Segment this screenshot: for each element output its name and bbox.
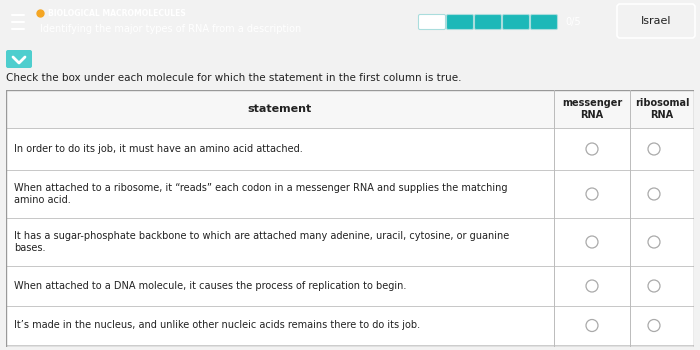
FancyBboxPatch shape xyxy=(6,170,694,218)
Text: Identifying the major types of RNA from a description: Identifying the major types of RNA from … xyxy=(40,24,301,34)
FancyBboxPatch shape xyxy=(447,14,473,29)
FancyBboxPatch shape xyxy=(531,14,557,29)
FancyBboxPatch shape xyxy=(6,306,694,345)
FancyBboxPatch shape xyxy=(6,218,694,266)
Text: It has a sugar-phosphate backbone to which are attached many adenine, uracil, cy: It has a sugar-phosphate backbone to whi… xyxy=(14,231,510,253)
Text: 0/5: 0/5 xyxy=(565,17,580,27)
FancyBboxPatch shape xyxy=(475,14,501,29)
FancyBboxPatch shape xyxy=(419,14,445,29)
Text: messenger
RNA: messenger RNA xyxy=(562,98,622,120)
Text: Israel: Israel xyxy=(640,16,671,26)
Text: When attached to a DNA molecule, it causes the process of replication to begin.: When attached to a DNA molecule, it caus… xyxy=(14,281,407,291)
Text: When attached to a ribosome, it “reads” each codon in a messenger RNA and suppli: When attached to a ribosome, it “reads” … xyxy=(14,183,508,205)
FancyBboxPatch shape xyxy=(6,128,694,170)
FancyBboxPatch shape xyxy=(6,50,32,68)
FancyBboxPatch shape xyxy=(6,90,694,128)
FancyBboxPatch shape xyxy=(6,266,694,306)
Text: In order to do its job, it must have an amino acid attached.: In order to do its job, it must have an … xyxy=(14,144,302,154)
FancyBboxPatch shape xyxy=(503,14,529,29)
Text: statement: statement xyxy=(248,104,312,114)
Text: Check the box under each molecule for which the statement in the first column is: Check the box under each molecule for wh… xyxy=(6,73,461,83)
Text: ribosomal
RNA: ribosomal RNA xyxy=(635,98,690,120)
Text: It’s made in the nucleus, and unlike other nucleic acids remains there to do its: It’s made in the nucleus, and unlike oth… xyxy=(14,321,420,330)
Text: BIOLOGICAL MACROMOLECULES: BIOLOGICAL MACROMOLECULES xyxy=(48,8,186,18)
FancyBboxPatch shape xyxy=(617,4,695,38)
